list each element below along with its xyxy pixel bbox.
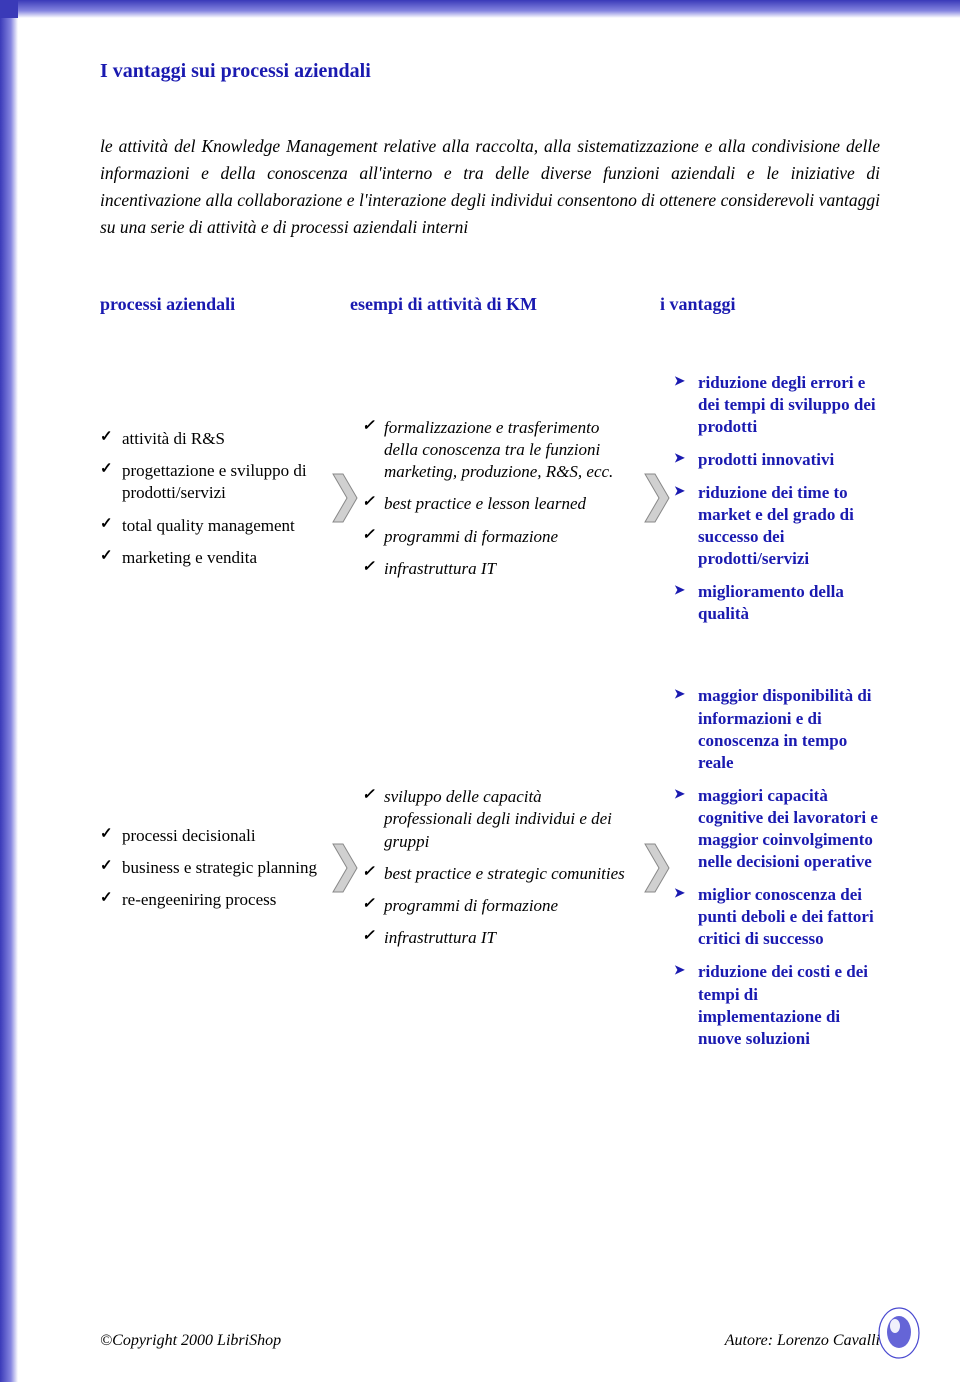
list-item: miglioramento della qualità [674,581,880,625]
list-item: marketing e vendita [100,547,328,569]
list-item: best practice e lesson learned [362,493,632,515]
table-headers: processi aziendali esempi di attività di… [100,294,880,315]
process-list: processi decisionali business e strategi… [100,825,328,911]
advantages-col: riduzione degli errori e dei tempi di sv… [674,361,880,637]
list-item: sviluppo delle capacità professionali de… [362,786,632,852]
list-item: business e strategic planning [100,857,328,879]
km-col: sviluppo delle capacità professionali de… [362,776,640,959]
process-list: attività di R&S progettazione e sviluppo… [100,428,328,568]
advantages-list: maggior disponibilità di informazioni e … [674,685,880,1049]
list-item: maggiori capacità cognitive dei lavorato… [674,785,880,873]
list-item: prodotti innovativi [674,449,880,471]
list-item: progettazione e sviluppo di prodotti/ser… [100,460,328,504]
content-row-2: processi decisionali business e strategi… [100,674,880,1060]
header-col-1: processi aziendali [100,294,350,315]
intro-paragraph: le attività del Knowledge Management rel… [100,133,880,242]
advantages-list: riduzione degli errori e dei tempi di sv… [674,372,880,626]
list-item: total quality management [100,515,328,537]
list-item: best practice e strategic comunities [362,863,632,885]
chevron-right-icon [643,472,671,524]
km-list: formalizzazione e trasferimento della co… [362,417,632,580]
header-col-3: i vantaggi [660,294,880,315]
list-item: maggior disponibilità di informazioni e … [674,685,880,773]
copyright-text: ©Copyright 2000 LibriShop [100,1332,281,1350]
km-col: formalizzazione e trasferimento della co… [362,407,640,590]
flow-arrow-1 [328,472,362,524]
list-item: re-engeeniring process [100,889,328,911]
flow-arrow-3 [328,842,362,894]
list-item: programmi di formazione [362,526,632,548]
librishop-logo-icon [876,1302,922,1360]
content-row-1: attività di R&S progettazione e sviluppo… [100,361,880,637]
list-item: attività di R&S [100,428,328,450]
list-item: riduzione dei time to market e del grado… [674,482,880,570]
km-list: sviluppo delle capacità professionali de… [362,786,632,949]
list-item: infrastruttura IT [362,558,632,580]
advantages-col: maggior disponibilità di informazioni e … [674,674,880,1060]
author-text: Autore: Lorenzo Cavalli [725,1332,880,1350]
list-item: miglior conoscenza dei punti deboli e de… [674,884,880,950]
list-item: processi decisionali [100,825,328,847]
processes-col: processi decisionali business e strategi… [100,815,328,921]
page-content: I vantaggi sui processi aziendali le att… [0,0,960,1159]
list-item: formalizzazione e trasferimento della co… [362,417,632,483]
processes-col: attività di R&S progettazione e sviluppo… [100,418,328,578]
header-col-2: esempi di attività di KM [350,294,660,315]
page-footer: ©Copyright 2000 LibriShop Autore: Lorenz… [100,1332,880,1350]
list-item: riduzione degli errori e dei tempi di sv… [674,372,880,438]
list-item: programmi di formazione [362,895,632,917]
flow-arrow-2 [640,472,674,524]
chevron-right-icon [331,472,359,524]
list-item: riduzione dei costi e dei tempi di imple… [674,961,880,1049]
chevron-right-icon [331,842,359,894]
flow-arrow-4 [640,842,674,894]
chevron-right-icon [643,842,671,894]
page-title: I vantaggi sui processi aziendali [100,60,880,83]
list-item: infrastruttura IT [362,927,632,949]
